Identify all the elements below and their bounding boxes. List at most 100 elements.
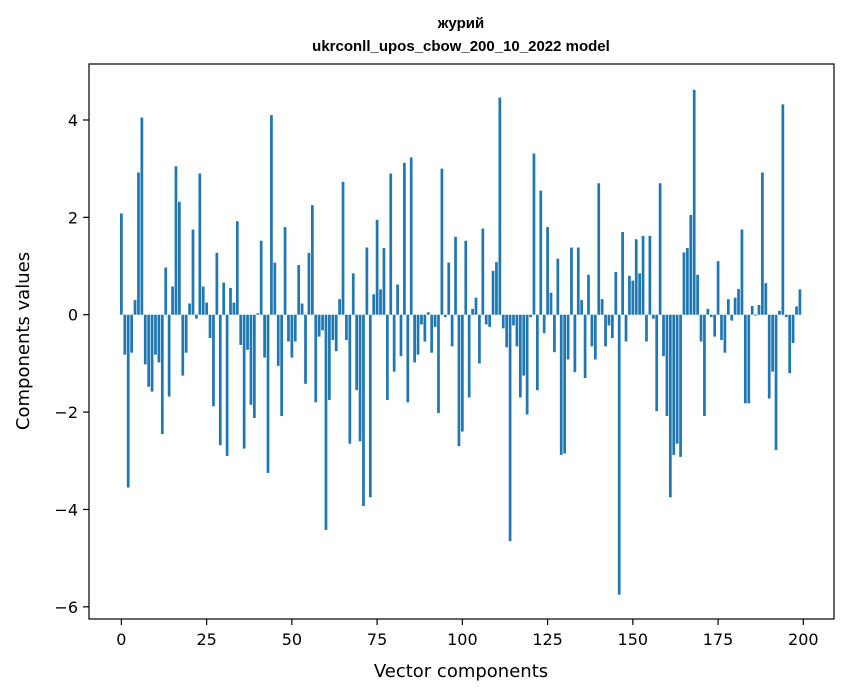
bar (563, 314, 567, 454)
y-tick-label: 0 (68, 306, 78, 325)
bar (188, 303, 191, 315)
bar (583, 314, 587, 379)
bar (761, 172, 764, 315)
bar (406, 314, 410, 403)
bar (348, 314, 352, 444)
bar (420, 314, 423, 325)
bar (593, 314, 597, 360)
bar (529, 314, 532, 318)
bar (242, 314, 246, 449)
y-tick-label: 2 (68, 208, 78, 227)
bar (546, 227, 549, 315)
y-axis: −6 −4 −2 0 2 4 (54, 111, 89, 617)
chart-subtitle: ukrconll_upos_cbow_200_10_2022 model (312, 38, 610, 55)
bar (570, 247, 573, 315)
bar (505, 314, 509, 348)
bar (580, 300, 584, 315)
bar (396, 284, 399, 315)
x-tick-label: 175 (703, 630, 734, 649)
bar (488, 314, 491, 327)
bar (512, 314, 515, 326)
bar (672, 314, 676, 455)
x-tick-label: 150 (618, 630, 649, 649)
bar (648, 235, 652, 315)
bar (167, 314, 171, 397)
bar (341, 181, 345, 315)
bar (287, 314, 290, 342)
bar (212, 314, 215, 407)
bar (246, 314, 249, 350)
bar (600, 299, 604, 315)
bar (737, 288, 740, 315)
bar (682, 252, 686, 315)
bar (716, 261, 720, 315)
bar (542, 314, 546, 334)
bar (655, 314, 659, 412)
bar (351, 273, 355, 315)
bar (713, 314, 717, 337)
bar (498, 97, 502, 315)
bar (273, 262, 277, 315)
y-axis-label: Components values (13, 252, 34, 430)
bar (133, 300, 137, 315)
bar (430, 314, 434, 353)
bar (334, 314, 338, 352)
bar (478, 314, 481, 364)
bar (706, 308, 710, 315)
bar (641, 235, 645, 315)
bar (171, 286, 174, 315)
bar (437, 314, 440, 414)
bar (501, 314, 505, 329)
bar (123, 314, 127, 355)
bar (471, 308, 474, 315)
bar (798, 289, 802, 315)
bar (525, 314, 529, 415)
bar (668, 314, 672, 498)
bar (208, 314, 212, 339)
bar (433, 314, 437, 327)
bar (174, 166, 178, 315)
bar (604, 314, 607, 347)
bar (293, 314, 297, 342)
bar (590, 314, 594, 347)
bar (372, 294, 376, 315)
bar (321, 314, 324, 331)
bar (276, 314, 280, 366)
bar (423, 314, 427, 342)
bar (566, 314, 570, 360)
bar (389, 173, 393, 315)
y-tick-label: −4 (54, 500, 78, 519)
bar (733, 297, 737, 315)
bar (689, 214, 693, 315)
bar (658, 183, 662, 315)
bar (617, 314, 621, 595)
bar (559, 314, 563, 455)
bar (614, 271, 618, 315)
bar (403, 162, 406, 315)
bar (576, 247, 580, 315)
bar (143, 314, 147, 365)
bar (232, 302, 236, 315)
bar (720, 314, 723, 341)
bar (634, 239, 638, 315)
bar (140, 117, 144, 315)
bar (130, 314, 133, 353)
bar (297, 265, 301, 315)
bar (310, 205, 314, 315)
bar (324, 314, 328, 530)
y-tick-label: 4 (68, 111, 78, 130)
bar (460, 314, 464, 432)
bar (628, 275, 631, 315)
bar (587, 274, 590, 315)
bar (177, 201, 181, 315)
bar (754, 314, 757, 316)
bar (225, 314, 229, 456)
bar (686, 248, 689, 315)
bar (338, 299, 341, 315)
bar (184, 314, 188, 353)
bar (624, 314, 628, 342)
bar (379, 289, 382, 315)
x-tick-label: 125 (532, 630, 563, 649)
bar (795, 306, 798, 315)
